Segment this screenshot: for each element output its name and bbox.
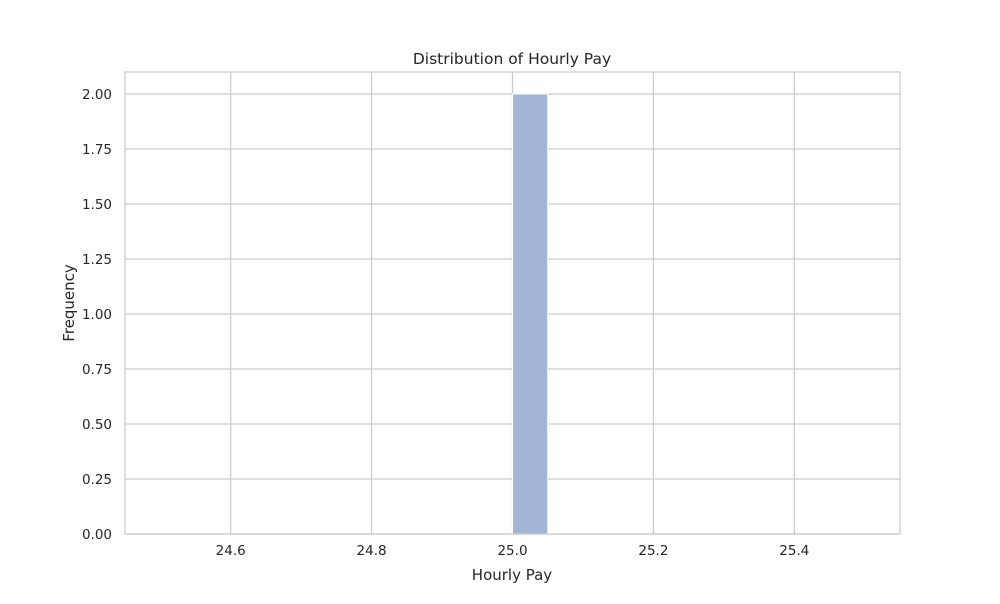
x-tick-label: 25.2 [638,543,668,559]
y-tick-label: 1.75 [82,142,112,158]
y-tick-label: 0.00 [82,527,112,543]
y-tick-labels: 0.00 0.25 0.50 0.75 1.00 1.25 1.50 1.75 2.00 [82,87,112,543]
x-tick-labels: 24.6 24.8 25.0 25.2 25.4 [216,543,810,559]
x-tick-label: 24.8 [357,543,387,559]
x-axis-label: Hourly Pay [472,566,553,584]
y-tick-label: 1.00 [82,307,112,323]
x-tick-label: 25.4 [779,543,809,559]
histogram-bars [512,93,549,535]
histogram-bar [512,93,549,535]
y-tick-label: 0.50 [82,417,112,433]
axes-frame [124,71,901,535]
y-tick-label: 1.50 [82,197,112,213]
y-tick-label: 1.25 [82,252,112,268]
y-tick-label: 2.00 [82,87,112,103]
y-tick-label: 0.25 [82,472,112,488]
y-tick-label: 0.75 [82,362,112,378]
x-tick-label: 24.6 [216,543,246,559]
y-axis-label: Frequency [60,264,78,342]
chart-title: Distribution of Hourly Pay [413,50,611,68]
x-tick-label: 25.0 [497,543,527,559]
